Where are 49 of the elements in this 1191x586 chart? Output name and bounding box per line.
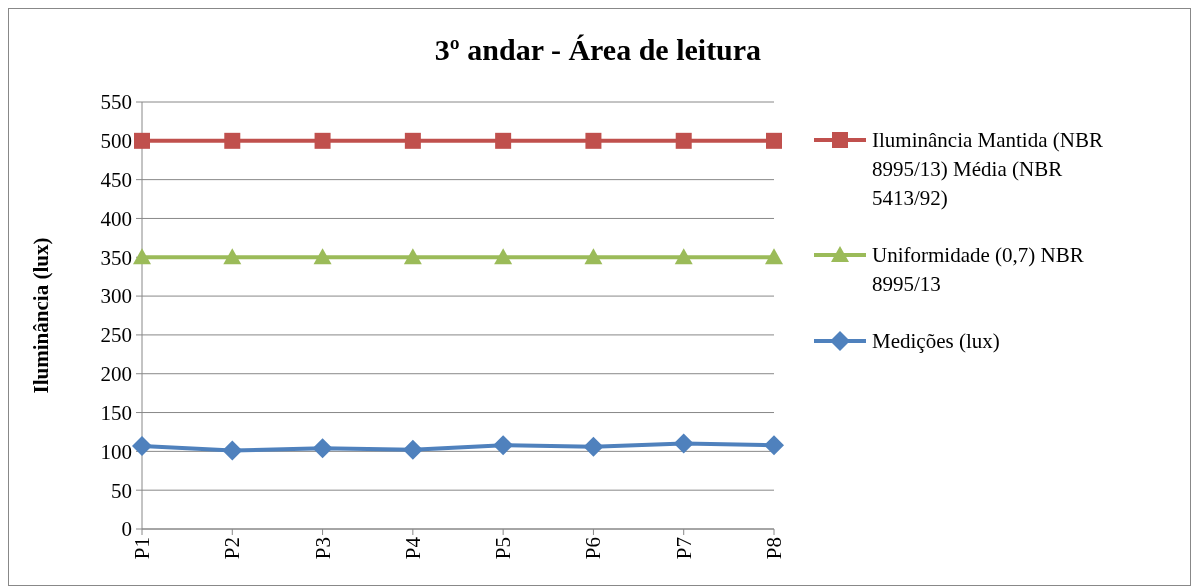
point bbox=[765, 248, 783, 265]
point bbox=[223, 248, 242, 265]
point bbox=[314, 132, 331, 149]
y-tick-label: 50 bbox=[111, 478, 132, 503]
x-tick-label: P5 bbox=[491, 537, 516, 560]
point bbox=[222, 440, 243, 461]
x-tick-label: P2 bbox=[220, 537, 245, 560]
y-tick-label: 200 bbox=[100, 362, 132, 387]
point bbox=[132, 435, 152, 456]
point bbox=[403, 248, 422, 265]
x-tick-label: P8 bbox=[762, 537, 786, 560]
chart-title: 3º andar - Área de leitura bbox=[434, 33, 762, 66]
y-tick-label: 250 bbox=[100, 323, 132, 348]
point bbox=[675, 132, 692, 149]
point bbox=[766, 132, 782, 149]
point bbox=[764, 435, 784, 456]
y-tick-label: 500 bbox=[100, 129, 132, 154]
point bbox=[493, 435, 514, 456]
point bbox=[584, 248, 603, 265]
legend-label: Iluminância Mantida (NBR 8995/13) Média (NBR 5413/92) bbox=[872, 128, 1103, 211]
y-tick-label: 550 bbox=[100, 90, 132, 115]
y-tick-label: 350 bbox=[100, 245, 132, 270]
point bbox=[494, 248, 513, 265]
point bbox=[134, 132, 150, 149]
y-tick-label: 400 bbox=[100, 206, 132, 231]
point bbox=[224, 132, 241, 149]
point bbox=[674, 248, 693, 265]
point bbox=[402, 439, 423, 460]
x-tick-label: P7 bbox=[671, 537, 696, 560]
y-tick-label: 300 bbox=[100, 284, 132, 309]
point bbox=[312, 438, 333, 459]
legend-label: Uniformidade (0,7) NBR 8995/13 bbox=[872, 243, 1084, 297]
y-axis-title: Iluminância (lux) bbox=[29, 237, 53, 394]
x-tick-label: P6 bbox=[581, 537, 606, 560]
legend-label: Medições (lux) bbox=[872, 329, 1000, 354]
y-tick-label: 450 bbox=[100, 167, 132, 192]
y-tick-label: 100 bbox=[100, 439, 132, 464]
point bbox=[673, 433, 694, 454]
y-tick-label: 150 bbox=[100, 400, 132, 425]
point bbox=[404, 132, 421, 149]
x-tick-label: P3 bbox=[310, 537, 335, 560]
point bbox=[583, 436, 604, 457]
point bbox=[495, 132, 512, 149]
point bbox=[313, 248, 332, 265]
point bbox=[133, 248, 151, 265]
x-tick-label: P1 bbox=[130, 537, 154, 560]
y-tick-label: 0 bbox=[121, 517, 132, 542]
x-tick-label: P4 bbox=[400, 536, 425, 560]
point bbox=[585, 132, 602, 149]
